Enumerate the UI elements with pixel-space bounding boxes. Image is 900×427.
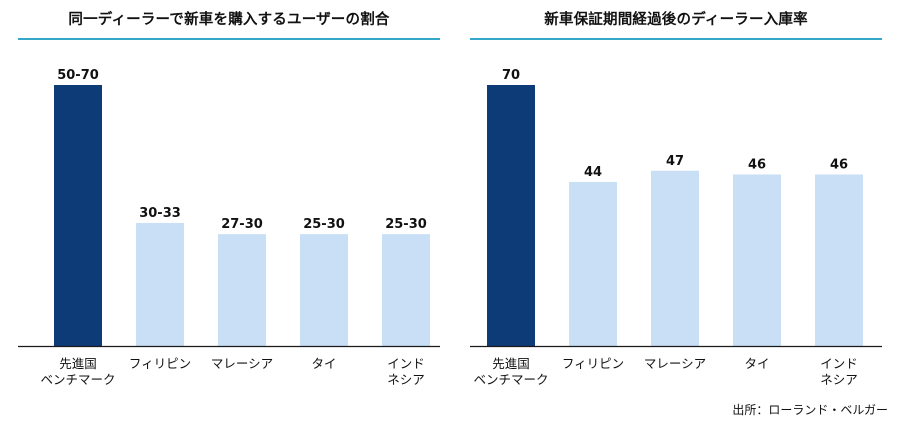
category-label-4: ネシア	[820, 372, 858, 387]
chart-panel-dealer-purchase: 同一ディーラーで新車を購入するユーザーの割合 50-70 先進国 ベンチマーク 30-…	[18, 0, 440, 400]
bar-2	[218, 234, 266, 346]
data-label-2: 27-30	[221, 217, 263, 232]
category-label-2: マレーシア	[211, 356, 273, 371]
category-label-1: フィリピン	[129, 356, 191, 371]
bar-2	[651, 170, 699, 346]
data-label-3: 46	[748, 157, 766, 172]
bar-3	[300, 234, 348, 346]
category-label-4: インド	[387, 356, 425, 371]
chart-title: 新車保証期間経過後のディーラー入庫率	[544, 12, 808, 28]
category-label-4: ネシア	[387, 372, 425, 387]
chart-title: 同一ディーラーで新車を購入するユーザーの割合	[68, 12, 390, 28]
title-rule	[18, 38, 440, 40]
data-label-4: 46	[830, 157, 848, 172]
bar-1	[136, 222, 184, 346]
category-label-0: 先進国	[492, 356, 530, 371]
category-label-2: マレーシア	[644, 356, 706, 371]
data-label-2: 47	[666, 154, 684, 169]
data-label-4: 25-30	[385, 217, 427, 232]
data-label-0: 70	[502, 68, 520, 83]
bar-0	[54, 85, 102, 346]
data-label-3: 25-30	[303, 217, 345, 232]
bar-0	[487, 85, 535, 346]
source-note: 出所：ローランド・ベルガー	[732, 403, 888, 417]
bar-4	[382, 234, 430, 346]
bar-1	[569, 181, 617, 346]
category-label-1: フィリピン	[562, 356, 624, 371]
chart-panel-dealer-service: 新車保証期間経過後のディーラー入庫率 70 先進国 ベンチマーク 44 フィリピン 47 マ…	[470, 0, 882, 400]
category-label-3: タイ	[311, 356, 336, 371]
category-label-0: 先進国	[59, 356, 97, 371]
data-label-1: 30-33	[139, 206, 181, 221]
category-label-0: ベンチマーク	[473, 372, 548, 387]
category-label-0: ベンチマーク	[40, 372, 115, 387]
data-label-1: 44	[584, 165, 602, 180]
category-label-4: インド	[820, 356, 858, 371]
bar-4	[815, 174, 863, 346]
bar-3	[733, 174, 781, 346]
data-label-0: 50-70	[57, 68, 99, 83]
title-rule	[470, 38, 882, 40]
category-label-3: タイ	[744, 356, 769, 371]
